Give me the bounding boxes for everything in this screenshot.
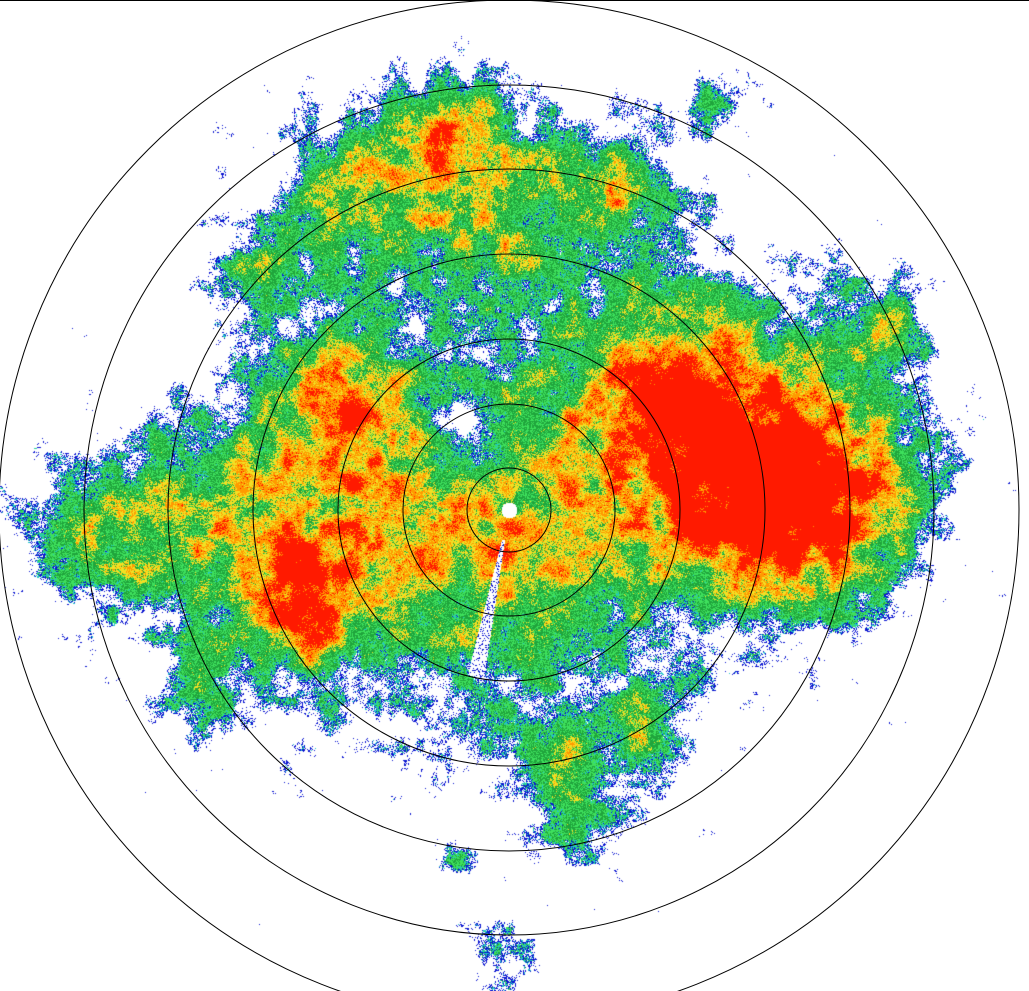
range-ring	[252, 253, 766, 767]
range-ring	[337, 338, 681, 682]
range-ring	[83, 84, 935, 936]
range-ring	[167, 168, 851, 852]
radar-site-marker	[505, 506, 513, 514]
range-ring	[466, 467, 552, 553]
range-ring	[402, 403, 616, 617]
